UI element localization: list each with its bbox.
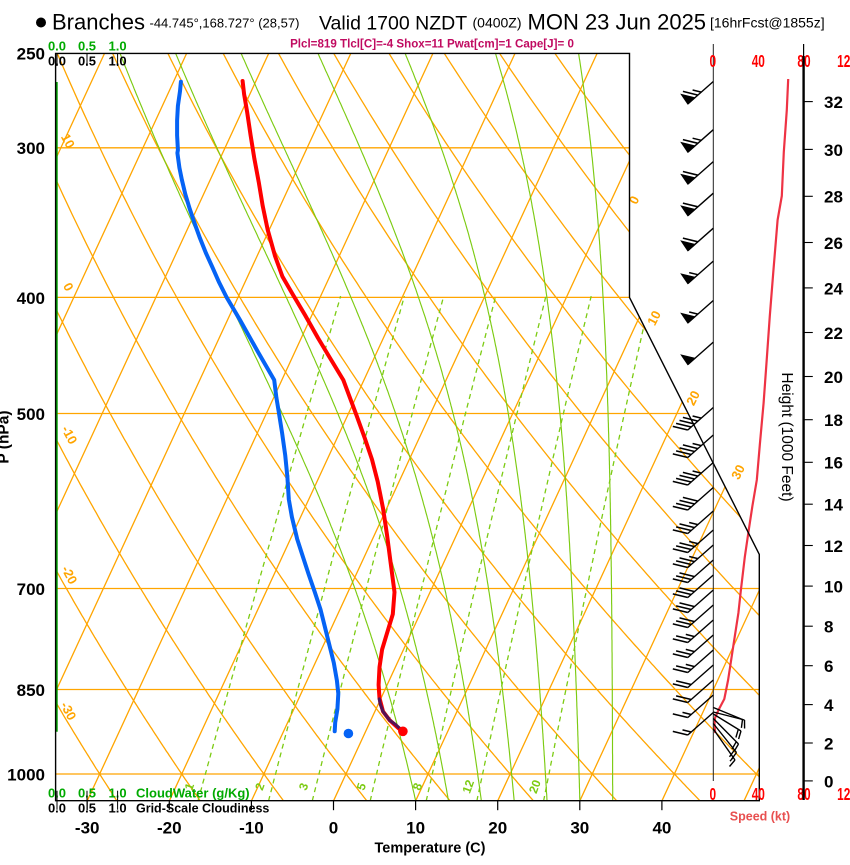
svg-text:30: 30	[824, 141, 843, 160]
svg-text:850: 850	[17, 681, 45, 700]
svg-text:(0400Z): (0400Z)	[473, 15, 522, 31]
svg-text:24: 24	[824, 279, 843, 298]
svg-text:Valid 1700 NZDT: Valid 1700 NZDT	[319, 13, 467, 35]
svg-text:120: 120	[837, 52, 850, 72]
svg-text:2: 2	[824, 734, 833, 753]
svg-text:Speed (kt): Speed (kt)	[730, 810, 790, 824]
svg-text:MON 23 Jun 2025: MON 23 Jun 2025	[528, 10, 707, 35]
svg-text:6: 6	[824, 657, 833, 676]
svg-text:-10: -10	[239, 819, 264, 838]
svg-text:1.0: 1.0	[109, 38, 127, 53]
svg-text:10: 10	[824, 578, 843, 597]
svg-text:32: 32	[824, 93, 843, 112]
svg-text:-30: -30	[75, 819, 100, 838]
svg-text:0.5: 0.5	[78, 38, 96, 53]
svg-text:Height (1000 Feet): Height (1000 Feet)	[778, 372, 795, 501]
svg-text:0.0: 0.0	[48, 38, 66, 53]
svg-text:Branches: Branches	[52, 10, 145, 35]
svg-text:-44.745°,168.727° (28,57): -44.745°,168.727° (28,57)	[150, 15, 300, 30]
svg-text:120: 120	[837, 785, 850, 805]
svg-text:26: 26	[824, 234, 843, 253]
svg-text:30: 30	[570, 819, 589, 838]
svg-text:40: 40	[752, 785, 765, 805]
svg-text:28: 28	[824, 188, 843, 207]
svg-text:18: 18	[824, 411, 843, 430]
svg-text:0: 0	[329, 819, 338, 838]
svg-text:1000: 1000	[7, 765, 45, 784]
svg-text:4: 4	[824, 696, 834, 715]
svg-text:8: 8	[824, 618, 833, 637]
svg-text:500: 500	[17, 405, 45, 424]
svg-text:16: 16	[824, 454, 843, 473]
svg-text:0: 0	[709, 785, 716, 805]
svg-text:22: 22	[824, 324, 843, 343]
svg-text:250: 250	[17, 44, 45, 63]
svg-text:-20: -20	[157, 819, 182, 838]
svg-text:P (hPa): P (hPa)	[0, 410, 13, 463]
svg-text:Plcl=819 Tlcl[C]=-4 Shox=11 Pw: Plcl=819 Tlcl[C]=-4 Shox=11 Pwat[cm]=1 C…	[290, 38, 574, 51]
svg-text:20: 20	[488, 819, 507, 838]
svg-text:Temperature (C): Temperature (C)	[375, 841, 486, 857]
svg-text:40: 40	[752, 52, 765, 72]
svg-text:0: 0	[824, 772, 833, 791]
svg-text:14: 14	[824, 496, 843, 515]
svg-text:12: 12	[824, 537, 843, 556]
svg-text:40: 40	[652, 819, 671, 838]
svg-text:20: 20	[824, 368, 843, 387]
svg-text:300: 300	[17, 139, 45, 158]
svg-text:CloudWater (g/Kg): CloudWater (g/Kg)	[136, 786, 250, 801]
svg-text:700: 700	[17, 580, 45, 599]
svg-text:[16hrFcst@1855z]: [16hrFcst@1855z]	[710, 15, 825, 31]
svg-text:0: 0	[709, 52, 716, 72]
svg-text:400: 400	[17, 289, 45, 308]
svg-text:10: 10	[406, 819, 425, 838]
svg-text:Grid-Scale Cloudiness: Grid-Scale Cloudiness	[136, 802, 269, 816]
